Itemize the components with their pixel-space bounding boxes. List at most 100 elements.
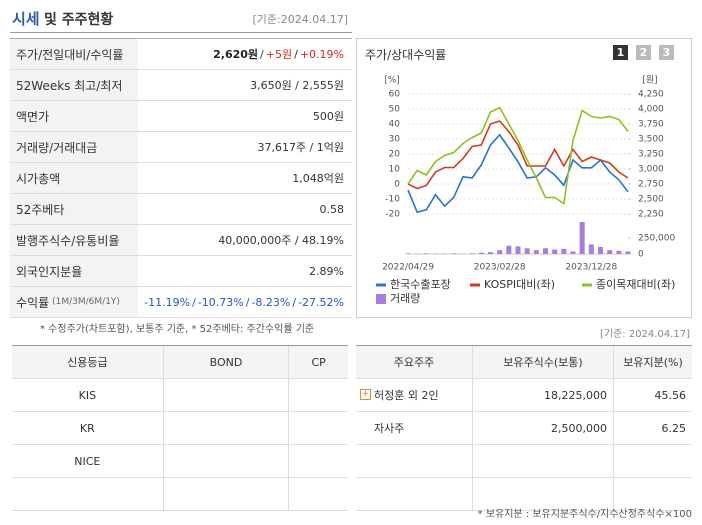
y-tick-label: 60 — [389, 90, 401, 100]
quote-table: 주가/전일대비/수익률 2,620원 / +5원 / +0.19% 52Weeks 최고/최… — [10, 38, 352, 318]
label-text: 52주베타 — [16, 202, 65, 217]
value-text: / — [192, 295, 196, 309]
table-row: 자사주 2,500,000 6.25 — [356, 411, 692, 445]
credit-table: 신용등급 BOND CP KIS KR NICE — [12, 345, 348, 511]
table-row — [356, 477, 692, 511]
row-label: 52Weeks 최고/최저 — [10, 70, 138, 100]
y-tick-label: 30 — [389, 135, 401, 145]
base-date: [기준: 2024.04.17] — [599, 329, 690, 340]
value-text: / — [245, 295, 250, 309]
volume-bar — [588, 244, 594, 254]
shares — [472, 444, 614, 478]
value-text: -27.52% — [298, 295, 344, 309]
y2-tick-label: 4,000 — [638, 105, 664, 115]
value-text: 1,048억원 — [292, 172, 344, 185]
volume-bar — [515, 246, 521, 254]
stake — [613, 444, 692, 478]
row-value: 2,620원 / +5원 / +0.19% — [138, 46, 352, 62]
value-text: 40,000,000주 / 48.19% — [218, 234, 344, 247]
y2-tick-label: 3,000 — [638, 165, 664, 175]
chart-tab[interactable]: 2 — [636, 45, 651, 60]
row-value: 37,617주 / 1억원 — [138, 139, 352, 155]
value-text: -10.73% — [197, 295, 244, 309]
row-value: 500원 — [138, 108, 352, 124]
header-cell: 보유지분(%) — [613, 345, 692, 379]
holder-name: + 허정훈 외 2인 — [356, 378, 473, 412]
row-value: -11.19% / -10.73% / -8.23% / -27.52% — [138, 296, 352, 309]
volume-bar — [451, 253, 457, 254]
volume-bar — [423, 253, 429, 254]
holder-table: 주요주주 보유주식수(보통) 보유지분(%) + 허정훈 외 2인 18,225,0… — [356, 345, 692, 511]
value-text: 0.58 — [319, 202, 345, 216]
cp-cell — [288, 444, 348, 478]
table-row: 수익률 (1M/3M/6M/1Y) -11.19% / -10.73% / -8.23% / -… — [10, 287, 352, 318]
y2-tick-label: 3,250 — [638, 150, 664, 160]
row-value: 40,000,000주 / 48.19% — [138, 232, 352, 248]
holder-text: 자사주 — [374, 422, 405, 435]
cp-cell — [288, 477, 348, 511]
value-text: / — [292, 295, 297, 309]
table-row: KIS — [12, 378, 348, 412]
x-tick-label: 2023/02/28 — [474, 263, 526, 273]
agency: KIS — [12, 378, 164, 412]
volume-bar — [478, 252, 484, 254]
bond-cell — [162, 378, 289, 412]
cp-cell — [288, 378, 348, 412]
shares: 18,225,000 — [472, 378, 614, 412]
volume-tick-label: 0 — [638, 250, 644, 260]
row-label: 외국인지분율 — [10, 256, 138, 286]
volume-bar — [543, 248, 548, 254]
y-tick-label: 10 — [389, 165, 401, 175]
label-text: 발행주식수/유통비율 — [16, 233, 120, 248]
y-tick-label: 50 — [389, 105, 401, 115]
agency: KR — [12, 411, 164, 445]
row-label: 거래량/거래대금 — [10, 132, 138, 162]
value-text: 2.89% — [309, 264, 344, 278]
table-row: 액면가 500원 — [10, 101, 352, 132]
legend-label: 한국수출포장 — [390, 278, 451, 291]
row-label: 주가/전일대비/수익률 — [10, 39, 138, 69]
base-date: [기준:2024.04.17] — [252, 13, 348, 26]
header-cell: 주요주주 — [356, 345, 473, 379]
expand-icon[interactable]: + — [360, 389, 371, 400]
y2-tick-label: 2,250 — [638, 210, 664, 220]
value-text: -11.19% — [144, 295, 191, 309]
value-text: / — [260, 48, 264, 61]
chart-tab[interactable]: 1 — [613, 45, 628, 60]
x-tick-label: 2022/04/29 — [382, 263, 434, 273]
table-row: 52주베타 0.58 — [10, 194, 352, 225]
bond-cell — [162, 444, 289, 478]
header-cell: BOND — [162, 345, 289, 379]
value-text: +5원 — [265, 48, 293, 61]
volume-bar — [561, 248, 567, 254]
holder-name: 자사주 — [356, 411, 473, 445]
chart-tab[interactable]: 3 — [659, 45, 674, 60]
agency: NICE — [12, 444, 164, 478]
header-cell: CP — [288, 345, 348, 379]
section-title: 시세 — [12, 10, 40, 28]
y2-tick-label: 3,750 — [638, 120, 664, 130]
line-series — [407, 133, 629, 214]
volume-bar — [579, 222, 585, 254]
y-tick-label: 0 — [394, 180, 400, 190]
volume-bar — [552, 249, 558, 254]
table-row: 52Weeks 최고/최저 3,650원 / 2,555원 — [10, 70, 352, 101]
value-text: / — [294, 48, 298, 61]
label-text: 외국인지분율 — [16, 264, 83, 279]
value-text: 2,620원 — [213, 48, 259, 61]
holder-name — [356, 444, 473, 478]
y-axis-label: [%] — [384, 76, 400, 86]
table-row — [356, 444, 692, 478]
label-text: 수익률 — [16, 295, 50, 310]
table-row: 주가/전일대비/수익률 2,620원 / +5원 / +0.19% — [10, 39, 352, 70]
cp-cell — [288, 411, 348, 445]
volume-bar — [625, 251, 631, 254]
volume-bar — [469, 253, 475, 254]
shares: 2,500,000 — [472, 411, 614, 445]
label-text: 거래량/거래대금 — [16, 140, 98, 155]
volume-bar — [524, 248, 530, 254]
legend-label: 종이목재대비(좌) — [596, 278, 675, 291]
stake: 6.25 — [613, 411, 692, 445]
volume-bar — [570, 251, 576, 254]
